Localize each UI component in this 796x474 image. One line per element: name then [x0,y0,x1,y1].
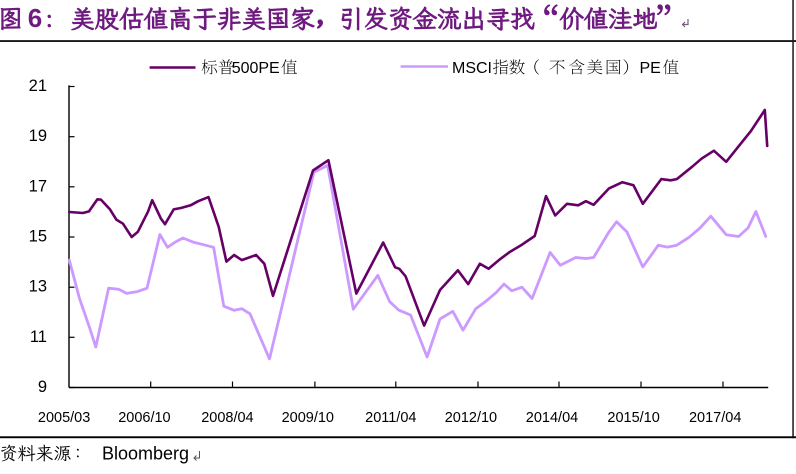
svg-text:2014/04: 2014/04 [526,410,578,426]
svg-text:2017/04: 2017/04 [689,410,741,426]
svg-text:11: 11 [30,328,47,346]
svg-text:15: 15 [29,228,47,246]
svg-text:2015/10: 2015/10 [607,410,659,426]
svg-text:2008/04: 2008/04 [201,410,253,426]
svg-text:6: 6 [28,3,42,33]
svg-text:Bloomberg: Bloomberg [102,444,189,464]
svg-text:MSCI: MSCI [452,60,492,77]
svg-text:PE: PE [640,60,661,77]
svg-text:21: 21 [29,77,47,95]
svg-text:2012/10: 2012/10 [445,410,497,426]
svg-text:2011/04: 2011/04 [365,410,416,426]
svg-text:13: 13 [29,278,47,296]
svg-text:19: 19 [29,127,47,145]
svg-text:500PE: 500PE [232,60,280,77]
svg-text:2006/10: 2006/10 [118,410,170,426]
svg-text:2009/10: 2009/10 [282,410,334,426]
svg-text:17: 17 [29,177,47,195]
svg-text:9: 9 [38,378,47,396]
svg-text:2005/03: 2005/03 [38,410,90,426]
